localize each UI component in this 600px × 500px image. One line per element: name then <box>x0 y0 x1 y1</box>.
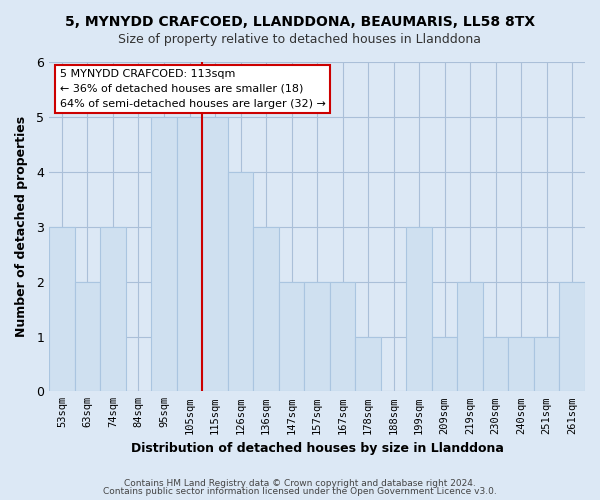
Bar <box>177 118 202 392</box>
Bar <box>49 227 75 392</box>
Text: Contains HM Land Registry data © Crown copyright and database right 2024.: Contains HM Land Registry data © Crown c… <box>124 478 476 488</box>
Bar <box>228 172 253 392</box>
Bar <box>406 227 432 392</box>
Bar <box>559 282 585 392</box>
Bar <box>100 227 126 392</box>
Bar <box>432 336 457 392</box>
Bar <box>279 282 304 392</box>
Text: 5, MYNYDD CRAFCOED, LLANDDONA, BEAUMARIS, LL58 8TX: 5, MYNYDD CRAFCOED, LLANDDONA, BEAUMARIS… <box>65 15 535 29</box>
Bar <box>151 118 177 392</box>
Bar <box>534 336 559 392</box>
Y-axis label: Number of detached properties: Number of detached properties <box>15 116 28 338</box>
Text: 5 MYNYDD CRAFCOED: 113sqm
← 36% of detached houses are smaller (18)
64% of semi-: 5 MYNYDD CRAFCOED: 113sqm ← 36% of detac… <box>60 69 326 108</box>
Text: Size of property relative to detached houses in Llanddona: Size of property relative to detached ho… <box>119 32 482 46</box>
Bar <box>304 282 330 392</box>
Bar <box>253 227 279 392</box>
Bar <box>75 282 100 392</box>
Bar <box>330 282 355 392</box>
Bar <box>457 282 483 392</box>
Text: Contains public sector information licensed under the Open Government Licence v3: Contains public sector information licen… <box>103 487 497 496</box>
X-axis label: Distribution of detached houses by size in Llanddona: Distribution of detached houses by size … <box>131 442 503 455</box>
Bar <box>202 118 228 392</box>
Bar <box>483 336 508 392</box>
Bar <box>508 336 534 392</box>
Bar <box>355 336 381 392</box>
